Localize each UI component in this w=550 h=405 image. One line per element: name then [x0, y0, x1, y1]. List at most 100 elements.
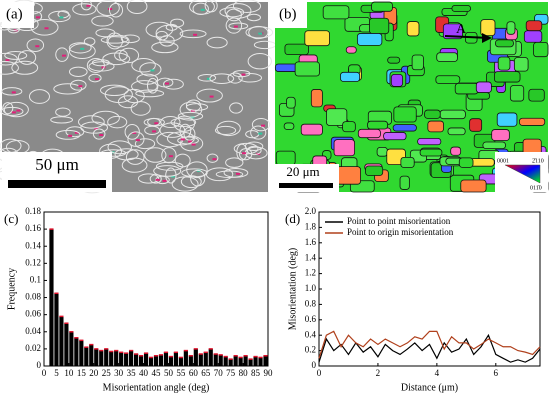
- grain-boundary: [26, 38, 45, 52]
- grain-boundary: [68, 42, 92, 54]
- phase-speck: [5, 59, 10, 62]
- panel-label: (c): [4, 211, 18, 226]
- grain-boundary: [55, 129, 81, 140]
- phase-speck: [59, 16, 64, 19]
- grain-boundary: [161, 147, 177, 164]
- x-tick-label: 75: [226, 368, 236, 378]
- bar: [153, 355, 159, 366]
- grain-boundary: [156, 77, 174, 88]
- grain-boundary: [117, 95, 139, 109]
- grain: [475, 81, 492, 93]
- phase-speck: [11, 111, 16, 114]
- grain-boundary: [232, 0, 262, 13]
- bar: [59, 316, 64, 366]
- grain-boundary: [170, 18, 185, 28]
- grain-boundary: [225, 17, 243, 34]
- bar: [148, 357, 154, 366]
- scale-bar-label: 20 μm: [286, 164, 319, 179]
- grain: [533, 41, 549, 58]
- bar: [223, 356, 228, 366]
- grain: [469, 118, 483, 132]
- phase-speck: [261, 124, 266, 127]
- grain: [340, 71, 361, 82]
- grain: [365, 165, 384, 176]
- grain: [494, 71, 521, 83]
- x-tick-label: 85: [251, 368, 261, 378]
- grain: [436, 52, 458, 62]
- grain-boundary: [118, 47, 140, 64]
- phase-speck: [212, 158, 217, 161]
- grain-boundary: [131, 57, 156, 73]
- x-tick-label: 4: [435, 368, 440, 378]
- phase-speck: [241, 73, 246, 76]
- phase-speck: [152, 130, 157, 133]
- y-axis-label: Misorientation (deg): [287, 248, 298, 330]
- grain-boundary: [250, 125, 267, 140]
- x-tick-label: 10: [64, 368, 74, 378]
- grain: [387, 56, 401, 64]
- grain-boundary: [229, 102, 243, 114]
- phase-speck: [94, 78, 99, 81]
- x-tick-label: 45: [152, 368, 162, 378]
- grain-boundary: [216, 120, 241, 137]
- phase-speck: [168, 155, 173, 158]
- grain-boundary: [77, 115, 105, 129]
- grain: [356, 33, 383, 46]
- grain-boundary: [121, 157, 148, 173]
- bar: [129, 350, 134, 366]
- phase-speck: [188, 140, 193, 143]
- bar: [158, 354, 164, 366]
- x-axis-label: Distance (μm): [401, 382, 458, 393]
- y-tick-label: 0: [37, 360, 42, 370]
- image-annotations: (a) 50 μm (b) 20 μm A 0001 2̄110 011̄0: [2, 2, 548, 192]
- phase-speck: [241, 152, 246, 155]
- grain-boundary: [17, 50, 37, 65]
- y-tick-label: 0.1: [30, 275, 41, 285]
- bar: [263, 355, 268, 366]
- grain-boundary: [246, 13, 262, 22]
- bar: [114, 350, 119, 366]
- bar: [198, 354, 203, 366]
- grain-boundary: [83, 37, 96, 46]
- bar: [54, 293, 59, 366]
- grain-boundary: [186, 161, 208, 179]
- x-tick-label: 0: [42, 368, 47, 378]
- bar: [134, 354, 139, 366]
- grain-boundary: [0, 106, 24, 116]
- x-tick-label: 6: [494, 368, 499, 378]
- phase-speck: [74, 131, 79, 134]
- phase-speck: [200, 8, 205, 11]
- phase-speck: [101, 66, 106, 69]
- grain-boundary: [53, 83, 83, 95]
- grain: [367, 120, 389, 130]
- bar: [99, 350, 104, 366]
- grain-boundary: [125, 149, 145, 165]
- ipf-triangle: [504, 164, 541, 184]
- x-tick-label: 90: [264, 368, 274, 378]
- grain: [419, 148, 443, 157]
- phase-speck: [235, 172, 240, 175]
- legend-label: Point to origin misorientation: [347, 227, 454, 237]
- grain: [442, 23, 463, 40]
- phase-speck: [162, 179, 167, 182]
- grain: [460, 179, 487, 193]
- phase-speck: [99, 134, 104, 137]
- grain-boundary: [91, 110, 120, 126]
- grain: [519, 117, 546, 126]
- grain-boundary: [107, 140, 132, 155]
- y-tick-label: 0.18: [25, 206, 41, 216]
- scale-bar: [8, 180, 106, 188]
- grain-boundary: [224, 3, 252, 19]
- phase-speck: [11, 91, 16, 94]
- phase-speck: [209, 95, 214, 98]
- phase-speck: [94, 127, 99, 130]
- label-box: [275, 2, 307, 28]
- bar: [119, 352, 124, 366]
- bar: [143, 353, 149, 366]
- grain: [439, 109, 466, 120]
- grain-boundary: [177, 111, 204, 121]
- bar: [183, 350, 188, 366]
- grain: [369, 17, 390, 35]
- bar: [193, 348, 198, 366]
- grain-boundary: [28, 89, 50, 104]
